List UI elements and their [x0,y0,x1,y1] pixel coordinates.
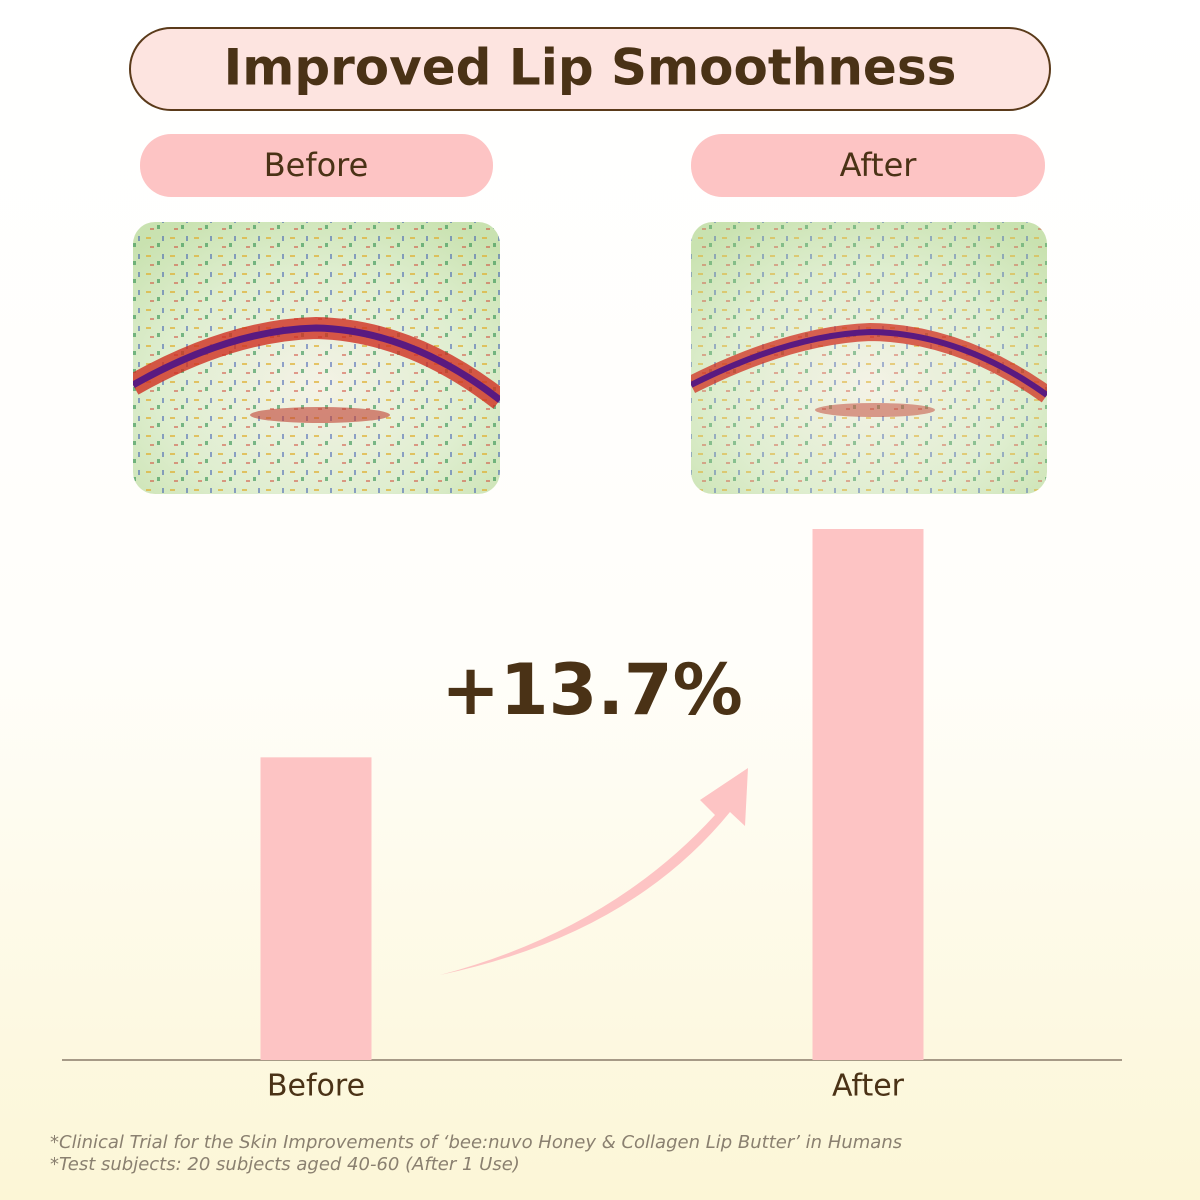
x-tick-label: Before [267,1069,365,1104]
title: Improved Lip Smoothness [224,39,957,97]
footnote: *Test subjects: 20 subjects aged 40-60 (… [50,1154,520,1175]
footnote: *Clinical Trial for the Skin Improvement… [50,1132,902,1153]
lip-image [133,222,500,494]
lip-image [691,222,1047,494]
bar [260,757,372,1060]
panel-pill [140,134,493,197]
x-tick-label: After [832,1069,905,1104]
bar [812,529,924,1060]
annotation: +13.7% [441,649,743,731]
panel-label: After [840,146,918,184]
panel-label: Before [264,146,369,184]
arrow [440,768,748,975]
title-pill [129,27,1051,111]
panel-pill [691,134,1045,197]
